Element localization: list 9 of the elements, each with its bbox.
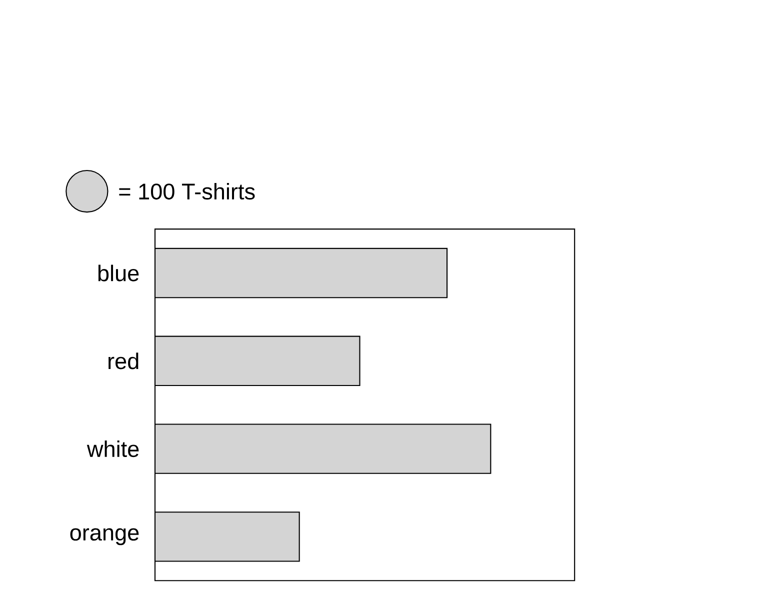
y-tick-label: orange [70, 528, 139, 546]
y-tick-label: blue [98, 264, 139, 282]
bar [154, 424, 492, 474]
y-tick-label: white [86, 440, 139, 458]
text: = 100 T-shirts [119, 183, 255, 200]
bar [154, 336, 360, 386]
y-tick-label: red [108, 352, 138, 370]
bar [154, 512, 300, 562]
bar [154, 248, 448, 298]
